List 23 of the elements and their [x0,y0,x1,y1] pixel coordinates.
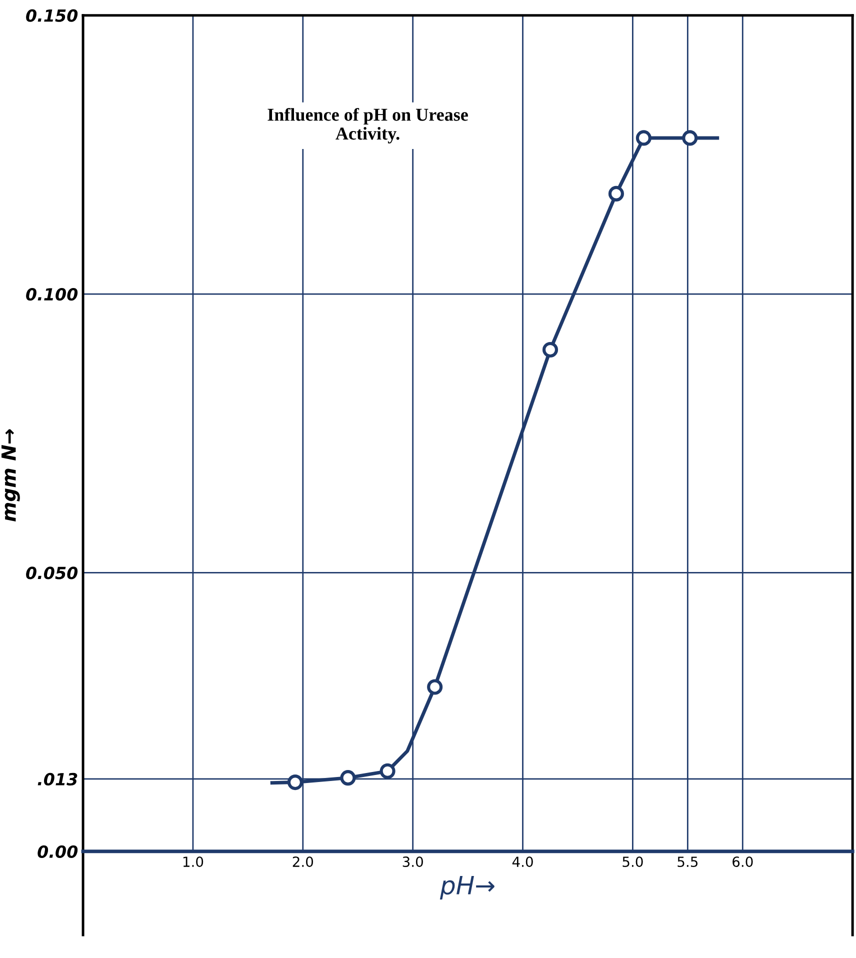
y-tick-label: 0.100 [26,288,78,301]
point [636,130,652,146]
x-tick-label: 2.0 [292,856,314,868]
y-tick-label: 0.00 [38,845,78,858]
x-axis-title: pH→ [440,876,494,900]
x-tick-label: 1.0 [183,856,204,868]
point [682,130,698,146]
point [287,774,303,790]
point [542,342,558,358]
text: Influence of pH on Urease Activity. [268,108,468,144]
x-tick-label: 6.0 [732,856,753,868]
x-tick-label: 3.0 [402,856,423,868]
point [608,186,624,202]
x-tick-label: 5.5 [678,856,698,868]
x-tick-label: 5.0 [622,856,643,868]
y-axis-title: mgm N→ [2,429,20,522]
y-tick-label: 0.150 [26,9,78,22]
y-tick-label: 0.050 [26,566,78,580]
point [427,679,443,695]
point [380,763,396,779]
y-tick-label: .013 [38,772,78,786]
point [340,770,356,786]
x-tick-label: 4.0 [512,856,533,868]
